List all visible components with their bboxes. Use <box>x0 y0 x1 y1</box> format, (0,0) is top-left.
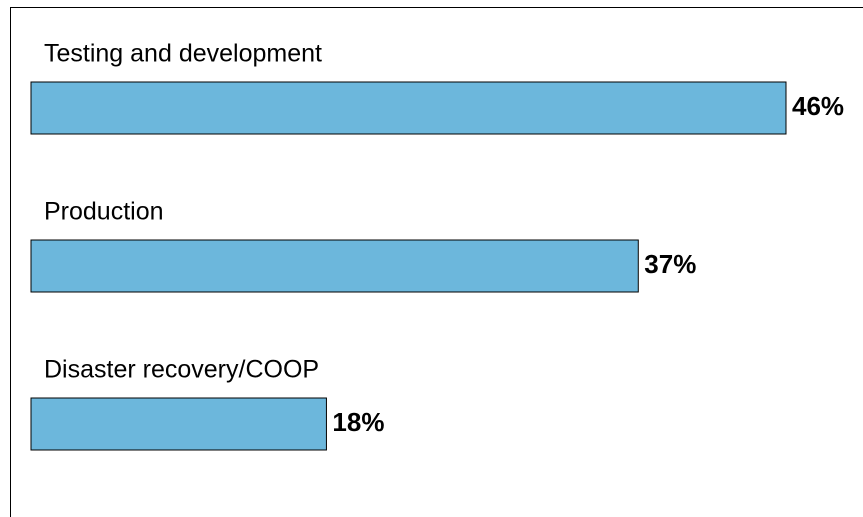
category-label: Testing and development <box>44 40 322 68</box>
bar <box>30 397 327 451</box>
frame <box>10 7 863 517</box>
value-label: 37% <box>644 249 696 279</box>
category-label: Production <box>44 198 164 226</box>
category-label: Disaster recovery/COOP <box>44 356 319 384</box>
value-label: 18% <box>332 407 384 437</box>
bar <box>30 239 639 293</box>
value-label: 46% <box>792 91 844 121</box>
bar <box>30 81 787 135</box>
